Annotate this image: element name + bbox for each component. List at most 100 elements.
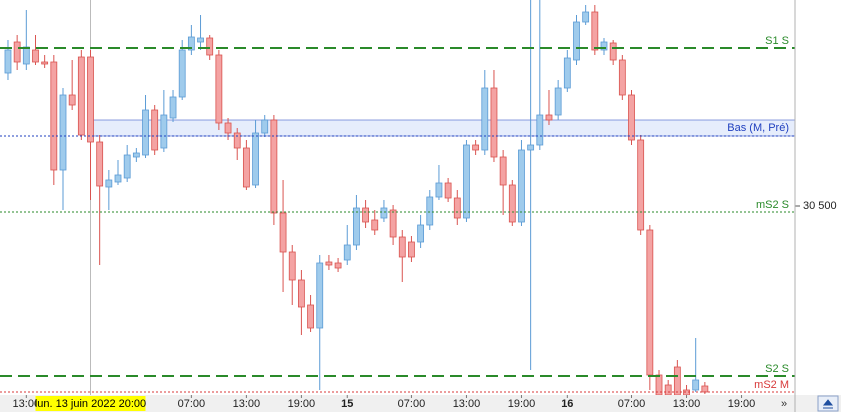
candle-body: [325, 261, 333, 266]
level-label: mS2 M: [754, 379, 789, 391]
candle-body: [371, 219, 379, 231]
candle-body: [527, 144, 535, 151]
candle-body: [536, 114, 544, 146]
candle-body: [59, 94, 67, 171]
candle-body: [334, 262, 342, 269]
x-tick-label: 07:00: [398, 398, 426, 410]
candle-body: [444, 182, 452, 199]
candle-body: [96, 141, 104, 187]
candle-body: [142, 109, 149, 156]
candle-body: [426, 196, 434, 226]
candle-body: [508, 184, 516, 223]
candle-body: [573, 21, 580, 61]
crosshair-label-bg: [35, 396, 146, 411]
x-tick-label: 19:00: [288, 398, 316, 410]
candle-body: [151, 109, 159, 151]
x-tick-label: 13:00: [453, 398, 481, 410]
candle-body: [343, 244, 351, 261]
candle-body: [389, 209, 397, 238]
candle-body: [490, 87, 498, 158]
x-tick-label: 19:00: [508, 398, 536, 410]
candle-body: [187, 36, 195, 51]
candle-body: [77, 56, 85, 136]
candle-body: [563, 57, 571, 89]
candle-body: [105, 179, 113, 188]
candle-body: [591, 11, 599, 51]
candle-body: [298, 279, 305, 308]
candle-body: [288, 251, 296, 281]
candle-body: [582, 11, 590, 23]
candle-body: [692, 379, 700, 391]
candle-body: [252, 132, 259, 186]
candle-body: [408, 241, 415, 258]
x-tick-label: 15: [341, 398, 353, 410]
candle-body: [114, 174, 122, 183]
candle-body: [261, 119, 269, 134]
candle-body: [316, 262, 324, 329]
candle-body: [353, 207, 360, 246]
candle-body: [41, 61, 49, 65]
candle-body: [68, 94, 76, 106]
y-tick-label: 30 500: [803, 200, 837, 212]
candle-body: [554, 87, 562, 116]
x-tick-label: 16: [561, 398, 573, 410]
candle-body: [673, 366, 681, 395]
candle-body: [472, 144, 480, 151]
x-tick-label: 07:00: [178, 398, 206, 410]
crosshair-label: lun. 13 juin 2022 20:00: [35, 398, 146, 410]
candle-body: [132, 152, 140, 158]
level-label: S2 S: [765, 363, 789, 375]
candle-body: [87, 56, 94, 143]
candle-body: [600, 41, 608, 51]
candle-body: [481, 87, 489, 151]
x-tick-label: 13:00: [673, 398, 701, 410]
candle-body: [4, 49, 12, 74]
candle-body: [380, 207, 388, 219]
candle-body: [453, 197, 461, 219]
candle-body: [499, 156, 507, 186]
home-icon[interactable]: [822, 399, 834, 409]
candle-body: [417, 224, 425, 243]
candle-body: [618, 59, 626, 96]
candle-body: [178, 49, 186, 98]
candle-body: [609, 42, 617, 61]
candle-body: [32, 49, 39, 63]
candle-body: [463, 144, 470, 219]
candle-body: [169, 96, 177, 119]
candle-body: [242, 147, 250, 188]
candle-body: [545, 114, 553, 121]
x-tick-label: 07:00: [618, 398, 646, 410]
candle-body: [224, 122, 232, 134]
x-tick-label: 13:00: [233, 398, 261, 410]
scroll-button[interactable]: [776, 396, 793, 411]
candle-body: [13, 41, 21, 63]
level-band: [90, 119, 795, 137]
candle-body: [197, 37, 204, 43]
candle-body: [518, 149, 525, 223]
candle-body: [435, 182, 443, 198]
candle-body: [233, 132, 241, 149]
candle-body: [22, 46, 30, 65]
level-label: Bas (M, Pré): [727, 122, 789, 134]
candle-body: [362, 207, 369, 223]
candle-body: [701, 385, 709, 393]
candle-body: [637, 139, 645, 231]
scroll-icon[interactable]: »: [781, 398, 787, 410]
candle-body: [206, 37, 214, 56]
candle-body: [279, 212, 287, 253]
candle-body: [398, 236, 406, 258]
x-axis-strip: [0, 395, 841, 412]
plot-area: [0, 0, 795, 395]
x-tick-label: 19:00: [728, 398, 756, 410]
candle-body: [628, 94, 635, 141]
candle-body: [50, 61, 58, 171]
candle-body: [307, 304, 314, 329]
x-tick-label: 13:00: [13, 398, 41, 410]
level-label: S1 S: [765, 35, 789, 47]
candle-body: [160, 114, 168, 149]
candle-body: [215, 54, 223, 124]
candle-body: [270, 119, 278, 214]
